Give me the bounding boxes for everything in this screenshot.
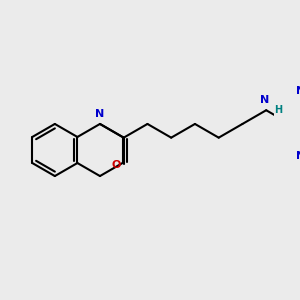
Text: O: O	[112, 160, 121, 170]
Text: N: N	[260, 95, 269, 105]
Text: N: N	[296, 152, 300, 161]
Text: N: N	[95, 109, 105, 119]
Text: N: N	[296, 86, 300, 97]
Text: H: H	[274, 105, 282, 115]
